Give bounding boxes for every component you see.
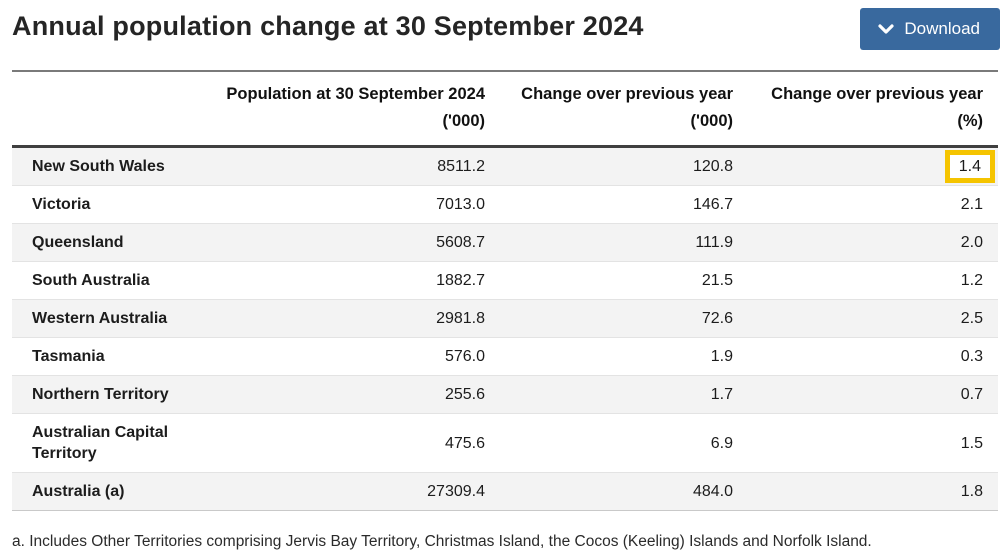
- download-button-label: Download: [904, 19, 980, 38]
- table-row-tas: Tasmania 576.0 1.9 0.3: [12, 337, 998, 376]
- table-header: Population at 30 September 2024 ('000) C…: [12, 71, 998, 148]
- column-header-region: [12, 71, 212, 148]
- change-pct-value: 2.0: [748, 223, 998, 262]
- change-pct-value: 1.4: [748, 147, 998, 186]
- chevron-down-icon: [878, 23, 894, 35]
- change-pct-value: 2.5: [748, 299, 998, 338]
- table-footnote: a. Includes Other Territories comprising…: [12, 533, 872, 550]
- column-header-change-pct: Change over previous year (%): [748, 71, 998, 148]
- page-title: Annual population change at 30 September…: [12, 11, 644, 41]
- change-pct-value: 0.7: [748, 375, 998, 414]
- header-bar: Annual population change at 30 September…: [12, 0, 1000, 50]
- population-value: 475.6: [212, 413, 500, 473]
- row-label: Northern Territory: [12, 375, 212, 414]
- population-value: 7013.0: [212, 185, 500, 224]
- table-row-sa: South Australia 1882.7 21.5 1.2: [12, 261, 998, 300]
- population-value: 576.0: [212, 337, 500, 376]
- row-label: New South Wales: [32, 158, 165, 175]
- change-value: 1.9: [500, 337, 748, 376]
- population-value: 8511.2: [437, 158, 485, 175]
- change-value: 146.7: [500, 185, 748, 224]
- row-label: Australia (a): [12, 472, 212, 511]
- change-value: 1.7: [500, 375, 748, 414]
- population-value: 255.6: [212, 375, 500, 414]
- change-pct-value: 1.8: [748, 472, 998, 511]
- download-button[interactable]: Download: [860, 8, 1000, 50]
- row-label: Australian Capital Territory: [12, 413, 212, 473]
- row-label: Queensland: [12, 223, 212, 262]
- column-header-population: Population at 30 September 2024 ('000): [212, 71, 500, 148]
- table-header-row: Population at 30 September 2024 ('000) C…: [12, 71, 998, 148]
- population-value: 5608.7: [212, 223, 500, 262]
- population-value: 1882.7: [212, 261, 500, 300]
- table-row-australia: Australia (a) 27309.4 484.0 1.8: [12, 472, 998, 511]
- population-value: 2981.8: [212, 299, 500, 338]
- row-label: Tasmania: [12, 337, 212, 376]
- change-value: 120.8: [692, 158, 733, 175]
- column-header-change: Change over previous year ('000): [500, 71, 748, 148]
- change-value: 21.5: [500, 261, 748, 300]
- table-row-nsw: New South Wales 8511.2 120.8 1.4: [12, 146, 998, 186]
- table-row-vic: Victoria 7013.0 146.7 2.1: [12, 185, 998, 224]
- row-label: South Australia: [12, 261, 212, 300]
- change-value: 484.0: [500, 472, 748, 511]
- row-label: Victoria: [12, 185, 212, 224]
- change-pct-value: 2.1: [748, 185, 998, 224]
- change-pct-value: 1.5: [748, 413, 998, 473]
- change-pct-value: 0.3: [748, 337, 998, 376]
- table-row-wa: Western Australia 2981.8 72.6 2.5: [12, 299, 998, 338]
- population-table: Population at 30 September 2024 ('000) C…: [12, 70, 998, 511]
- table-row-act: Australian Capital Territory 475.6 6.9 1…: [12, 413, 998, 473]
- table-row-nt: Northern Territory 255.6 1.7 0.7: [12, 375, 998, 414]
- row-label: Western Australia: [12, 299, 212, 338]
- change-value: 72.6: [500, 299, 748, 338]
- population-value: 27309.4: [212, 472, 500, 511]
- change-value: 111.9: [500, 223, 748, 262]
- table-row-qld: Queensland 5608.7 111.9 2.0: [12, 223, 998, 262]
- change-value: 6.9: [500, 413, 748, 473]
- change-pct-value: 1.2: [748, 261, 998, 300]
- highlight-box: 1.4: [944, 150, 995, 183]
